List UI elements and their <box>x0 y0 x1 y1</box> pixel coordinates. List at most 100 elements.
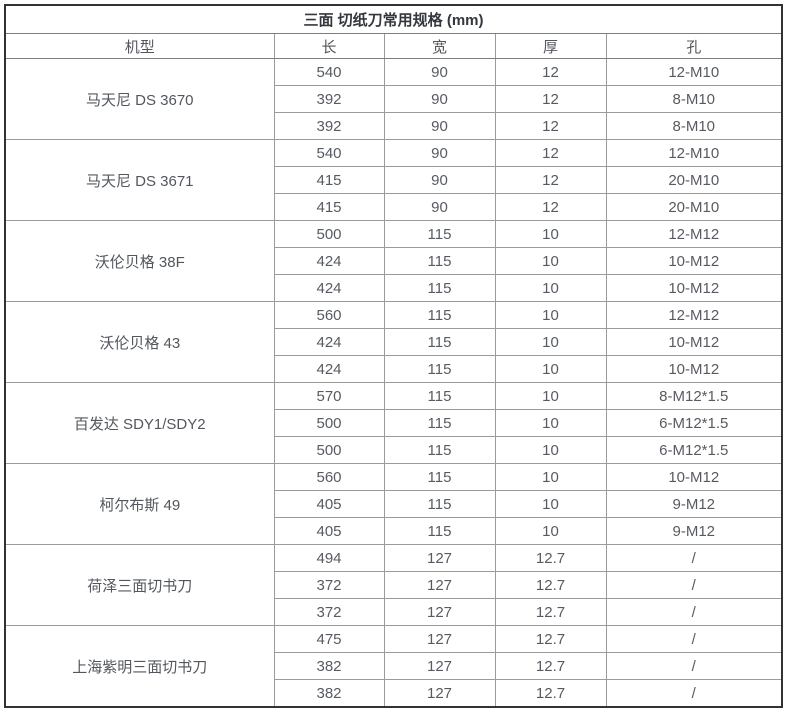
data-cell: 127 <box>383 679 496 708</box>
data-cell: 560 <box>273 463 385 491</box>
data-cell: 12 <box>494 193 607 221</box>
data-cell: 90 <box>383 112 496 140</box>
data-cell: 115 <box>383 517 496 545</box>
data-cell: 10 <box>494 247 607 275</box>
table-row: 沃伦贝格 38F 500 115 10 12-M12 <box>4 220 783 302</box>
machine-cell: 百发达 SDY1/SDY2 <box>4 382 275 464</box>
data-cell: 500 <box>273 409 385 437</box>
data-cell: 12.7 <box>494 625 607 653</box>
data-cell: 392 <box>273 85 385 113</box>
data-cell: 10-M12 <box>605 355 783 383</box>
data-cell: 115 <box>383 355 496 383</box>
table-row: 392 90 12 8-M10 <box>5 112 783 140</box>
table-row: 马天尼 DS 3670 540 90 12 12-M10 <box>4 58 783 140</box>
table-title-row: 三面 切纸刀常用规格 (mm) <box>4 4 783 34</box>
data-cell: 115 <box>383 436 496 464</box>
machine-cell: 沃伦贝格 38F <box>4 220 275 302</box>
data-cell: / <box>605 571 783 599</box>
table-row: 415 90 12 20-M10 <box>5 166 783 194</box>
data-cell: 382 <box>273 679 385 708</box>
data-cell: 127 <box>383 544 496 572</box>
data-cell: 6-M12*1.5 <box>605 409 783 437</box>
table-row: 沃伦贝格 43 560 115 10 12-M12 <box>4 301 783 383</box>
data-cell: 10 <box>494 355 607 383</box>
table-row: 372 127 12.7/ <box>5 598 783 626</box>
data-cell: 127 <box>383 571 496 599</box>
data-cell: 10 <box>494 274 607 302</box>
data-cell: 12 <box>494 112 607 140</box>
data-cell: 560 <box>273 301 385 329</box>
data-cell: 115 <box>383 247 496 275</box>
data-cell: 10-M12 <box>605 328 783 356</box>
table-row: 百发达 SDY1/SDY2 570 115 10 8-M12*1.5 <box>4 382 783 464</box>
table-row: 415 90 12 20-M10 <box>5 193 783 221</box>
data-cell: 90 <box>383 58 496 86</box>
data-cell: 424 <box>273 274 385 302</box>
machine-cell: 马天尼 DS 3671 <box>4 139 275 221</box>
data-cell: 12-M10 <box>605 139 783 167</box>
table-row: 424 115 10 10-M12 <box>5 274 783 302</box>
data-cell: 12.7 <box>494 544 607 572</box>
data-cell: 12-M12 <box>605 220 783 248</box>
data-cell: 12-M12 <box>605 301 783 329</box>
data-cell: 372 <box>273 571 385 599</box>
data-cell: / <box>605 652 783 680</box>
data-cell: 10 <box>494 409 607 437</box>
data-cell: 10-M12 <box>605 274 783 302</box>
table-row: 荷泽三面切书刀 494 127 12.7/ <box>4 544 783 626</box>
table-row: 上海紫明三面切书刀 475 127 12.7/ <box>4 625 783 708</box>
data-cell: 10 <box>494 436 607 464</box>
data-cell: 12 <box>494 166 607 194</box>
data-cell: 20-M10 <box>605 193 783 221</box>
column-header-3: 厚 <box>494 33 607 59</box>
table-row: 405 115 10 9-M12 <box>5 517 783 545</box>
table-body: 马天尼 DS 3670 540 90 12 12-M10 392 90 12 8-M10 392 9… <box>4 58 783 708</box>
data-cell: 115 <box>383 382 496 410</box>
data-cell: 12.7 <box>494 679 607 708</box>
data-cell: 424 <box>273 247 385 275</box>
data-cell: 424 <box>273 328 385 356</box>
data-cell: 10 <box>494 517 607 545</box>
data-cell: 12 <box>494 58 607 86</box>
data-cell: 424 <box>273 355 385 383</box>
data-cell: 12 <box>494 139 607 167</box>
machine-cell: 柯尔布斯 49 <box>4 463 275 545</box>
table-row: 柯尔布斯 49 560 115 10 10-M12 <box>4 463 783 545</box>
data-cell: 405 <box>273 517 385 545</box>
data-cell: / <box>605 625 783 653</box>
data-cell: / <box>605 544 783 572</box>
table-row: 405 115 10 9-M12 <box>5 490 783 518</box>
column-header-4: 孔 <box>605 33 783 59</box>
data-cell: 392 <box>273 112 385 140</box>
data-cell: 494 <box>273 544 385 572</box>
data-cell: 415 <box>273 193 385 221</box>
data-cell: 90 <box>383 166 496 194</box>
data-cell: 127 <box>383 598 496 626</box>
data-cell: 10-M12 <box>605 247 783 275</box>
table-row: 马天尼 DS 3671 540 90 12 12-M10 <box>4 139 783 221</box>
column-header-0: 机型 <box>4 33 275 59</box>
column-header-2: 宽 <box>383 33 496 59</box>
table-row: 424 115 10 10-M12 <box>5 247 783 275</box>
machine-cell: 沃伦贝格 43 <box>4 301 275 383</box>
table-row: 392 90 12 8-M10 <box>5 85 783 113</box>
data-cell: 115 <box>383 463 496 491</box>
table-row: 382 127 12.7/ <box>5 679 783 708</box>
data-cell: 115 <box>383 328 496 356</box>
data-cell: 115 <box>383 301 496 329</box>
machine-cell: 上海紫明三面切书刀 <box>4 625 275 708</box>
data-cell: 12-M10 <box>605 58 783 86</box>
data-cell: 127 <box>383 625 496 653</box>
data-cell: 10 <box>494 463 607 491</box>
data-cell: 415 <box>273 166 385 194</box>
data-cell: 90 <box>383 139 496 167</box>
data-cell: / <box>605 679 783 708</box>
data-cell: / <box>605 598 783 626</box>
data-cell: 10 <box>494 490 607 518</box>
data-cell: 10 <box>494 301 607 329</box>
data-cell: 8-M10 <box>605 85 783 113</box>
data-cell: 475 <box>273 625 385 653</box>
machine-cell: 马天尼 DS 3670 <box>4 58 275 140</box>
data-cell: 382 <box>273 652 385 680</box>
